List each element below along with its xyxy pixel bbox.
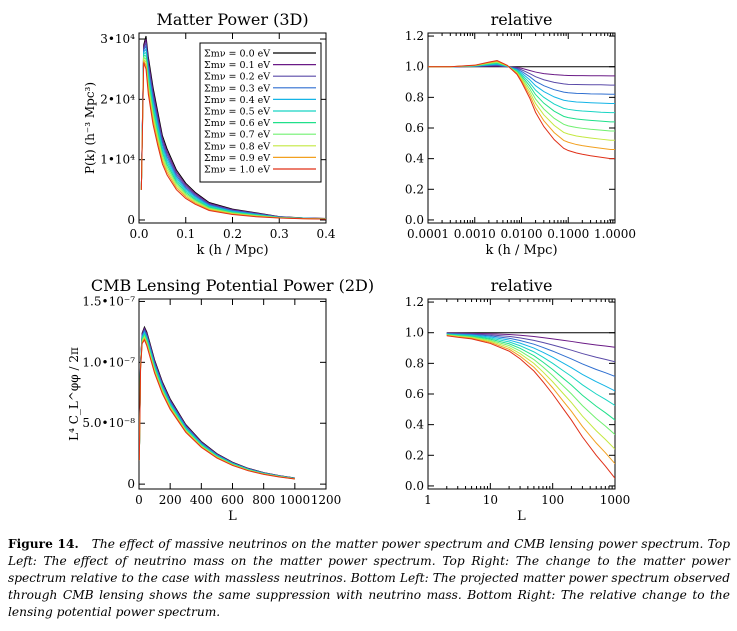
legend-label: Σmν = 1.0 eV [204,165,270,176]
legend-label: Σmν = 0.9 eV [204,153,270,164]
y-tick-label: 1•10⁴ [100,153,135,167]
y-tick-label: 1.5•10⁻⁷ [82,294,135,308]
y-tick-label: 0.2 [405,448,424,462]
y-tick-label: 5.0•10⁻⁸ [82,416,135,430]
y-axis-label: L⁴ C_L^φφ / 2π [67,347,81,441]
chart-matter-relative: relative 0.0001 0.0010 0.0100 0.1000 1.0000 0.… [405,10,636,258]
legend-label: Σmν = 0.3 eV [204,83,270,94]
x-tick-label: 10 [483,493,498,507]
x-tick-label: 1 [424,493,432,507]
y-tick-label: 0.2 [405,182,424,196]
x-tick-label: 1200 [311,493,342,507]
legend-label: Σmν = 0.0 eV [204,49,270,60]
y-tick-label: 0 [127,477,135,491]
caption-text: The effect of massive neutrinos on the m… [8,537,731,619]
y-tick-label: 0.0 [405,479,424,493]
y-tick-label: 1.2 [405,29,424,43]
series-line [446,334,615,421]
series-lines [428,60,615,160]
x-axis-label: k (h / Mpc) [485,243,557,258]
y-tick-label: 3•10⁴ [100,32,135,46]
y-tick-label: 0.0 [405,213,424,227]
series-lines [140,35,326,220]
series-line [428,60,615,160]
chart-title: Matter Power (3D) [156,10,308,29]
x-tick-label: 600 [221,493,244,507]
x-tick-label: 0.2 [223,227,242,241]
x-tick-label: 0.1000 [547,227,589,241]
x-axis-label: L [228,509,237,524]
chart-cmb-lensing-power: CMB Lensing Potential Power (2D) 0 200 400 6… [67,276,374,524]
y-tick-label: 1.0 [405,326,424,340]
series-line [139,338,295,480]
legend-label: Σmν = 0.6 eV [204,118,270,129]
plot-frame [427,32,616,224]
series-line [446,333,615,377]
x-tick-label: 0.4 [316,227,335,241]
legend-label: Σmν = 0.4 eV [204,95,270,106]
x-tick-label: 0.0001 [407,227,449,241]
x-tick-label: 0.3 [270,227,289,241]
series-line [446,335,615,479]
y-tick-label: 0.8 [405,90,424,104]
y-tick-label: 1.0•10⁻⁷ [82,355,135,369]
series-line [446,334,615,465]
legend-label: Σmν = 0.1 eV [204,60,270,71]
y-tick-label: 0.8 [405,356,424,370]
caption-label: Figure 14. [8,537,79,551]
y-tick-label: 0.4 [405,418,424,432]
series-line [140,62,326,220]
series-lines [446,332,615,479]
legend-label: Σmν = 0.7 eV [204,130,270,141]
chart-title: CMB Lensing Potential Power (2D) [91,276,374,295]
x-tick-label: 200 [159,493,182,507]
y-tick-label: 0.6 [405,387,424,401]
chart-title: relative [491,10,553,29]
x-tick-label: 400 [190,493,213,507]
x-tick-label: 0.1 [176,227,195,241]
legend-label: Σmν = 0.2 eV [204,72,270,83]
series-line [446,333,615,392]
x-tick-label: 1.0000 [594,227,636,241]
x-tick-label: 0.0 [129,227,148,241]
series-lines [139,325,295,480]
legend-label: Σmν = 0.5 eV [204,107,270,118]
series-line [446,334,615,450]
y-tick-label: 0.6 [405,121,424,135]
chart-title: relative [491,276,553,295]
series-line [446,332,615,348]
y-axis-label: P(k) (h⁻³ Mpc³) [83,82,97,174]
x-tick-label: 100 [541,493,564,507]
y-tick-label: 2•10⁴ [100,92,135,106]
x-tick-label: 800 [252,493,275,507]
legend-label: Σmν = 0.8 eV [204,141,270,152]
x-tick-label: 1000 [600,493,631,507]
x-tick-label: 0.0010 [454,227,496,241]
plot-frame [427,298,616,490]
chart-matter-power: Matter Power (3D) 0.0 0.1 0.2 0.3 0.4 0 1•10⁴ 2•… [83,10,336,258]
figure-caption: Figure 14. The effect of massive neutrin… [8,536,730,621]
x-axis-label: k (h / Mpc) [196,243,268,258]
x-tick-label: 0 [135,493,143,507]
y-tick-label: 1.0 [405,60,424,74]
x-axis-label: L [517,509,526,524]
chart-cmb-relative: relative 1 10 100 1000 0.0 0.2 0.4 0.6 0.8 1.0 1.2 L [405,276,630,524]
series-line [446,334,615,435]
y-tick-label: 0.4 [405,152,424,166]
figure-canvas: Matter Power (3D) 0.0 0.1 0.2 0.3 0.4 0 1•10⁴ 2•… [67,10,636,524]
legend-frame [199,42,322,183]
series-line [446,332,615,363]
y-tick-label: 1.2 [405,295,424,309]
x-tick-label: 1000 [280,493,311,507]
series-line [446,333,615,406]
y-tick-label: 0 [127,213,135,227]
x-tick-label: 0.0100 [501,227,543,241]
